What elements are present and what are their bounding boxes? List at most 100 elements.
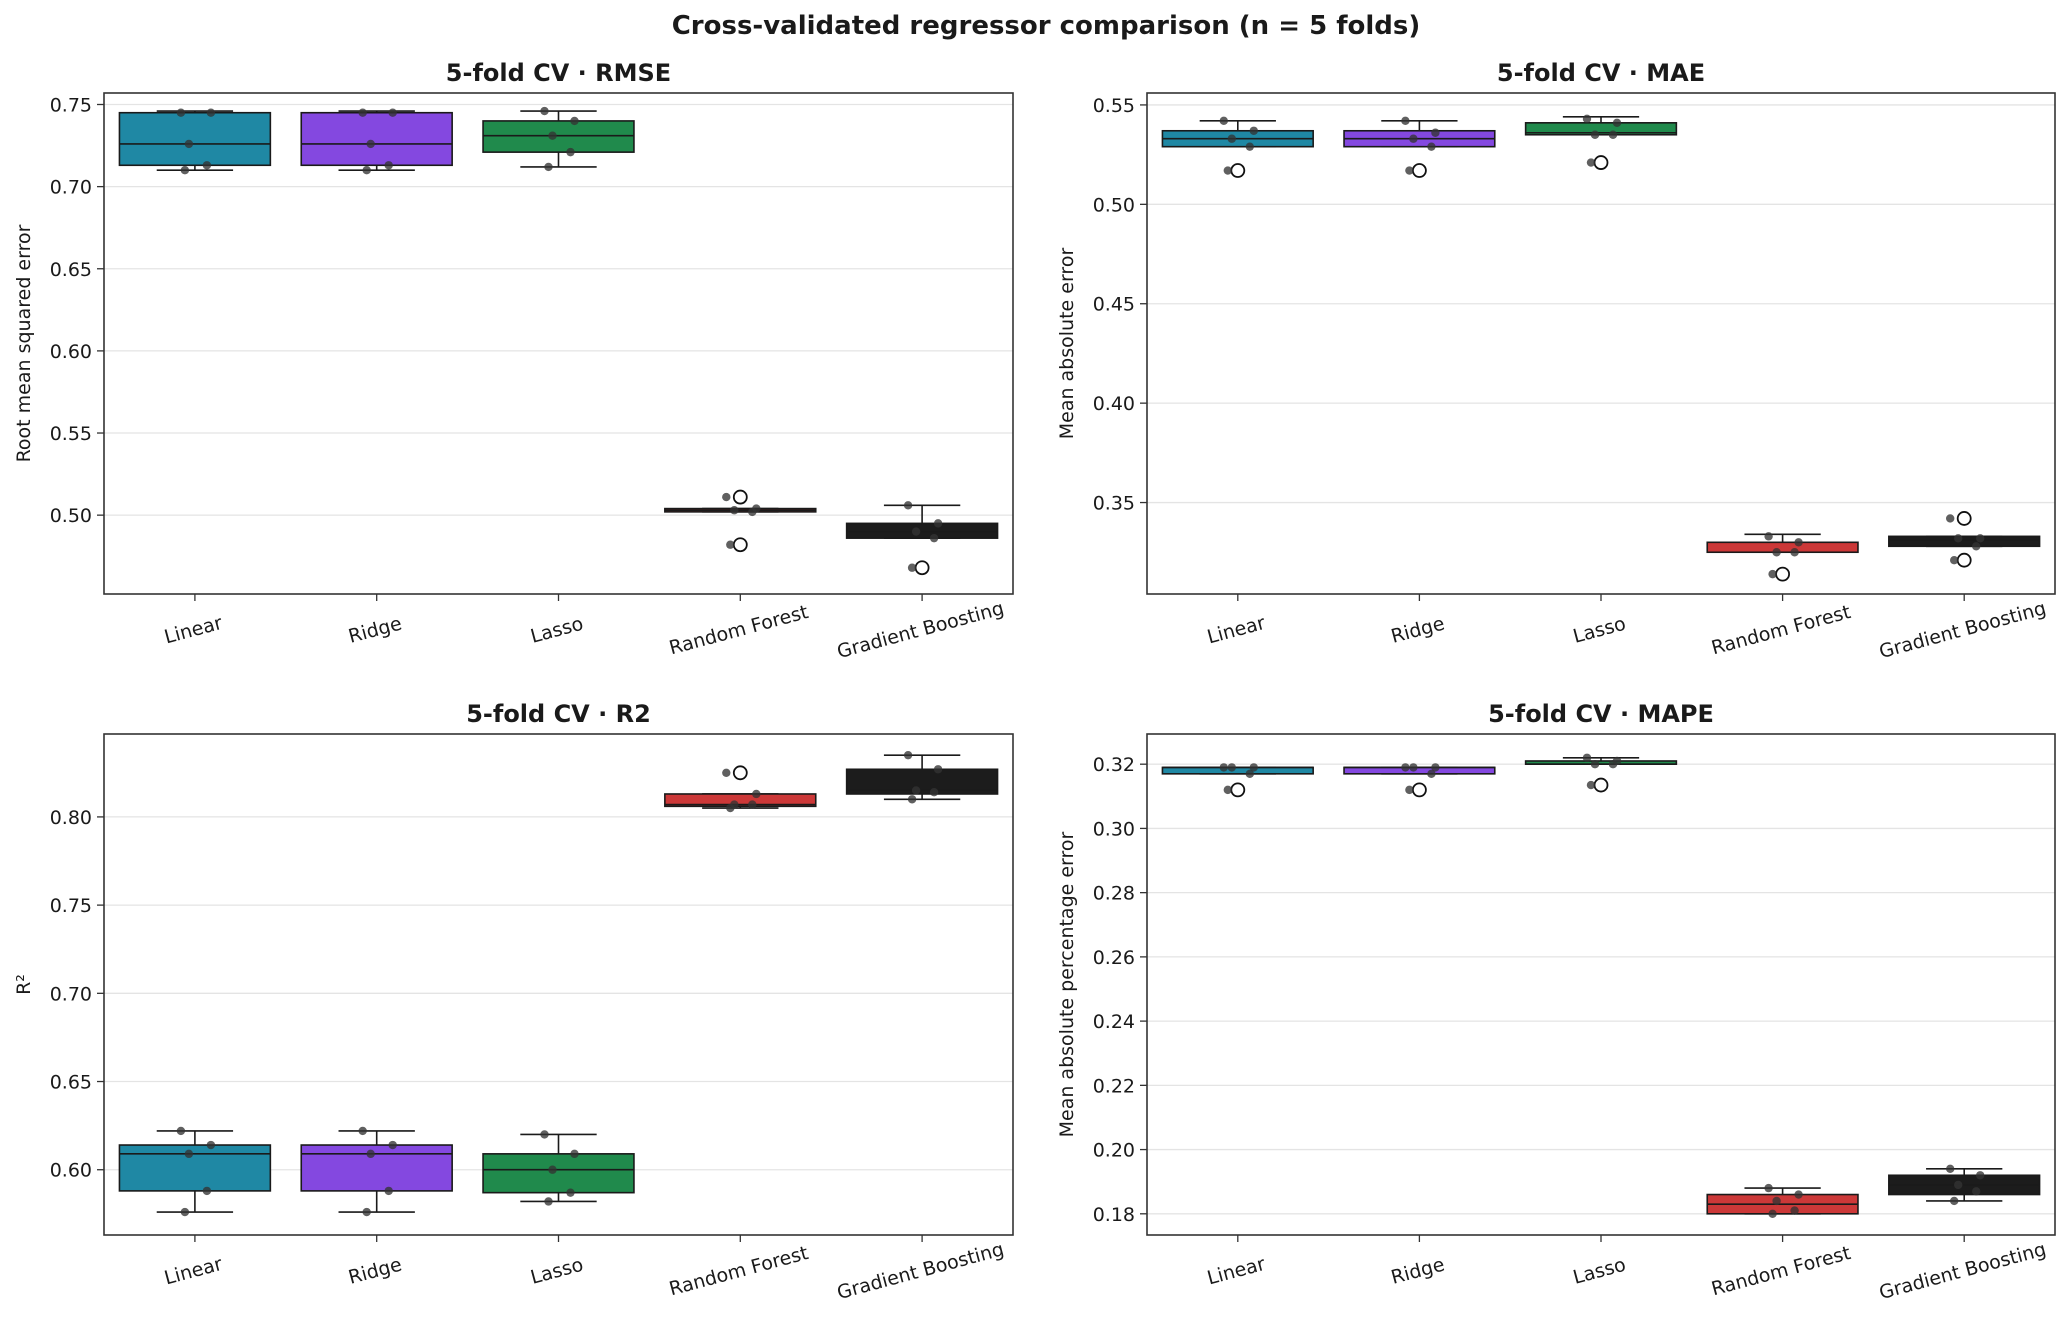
x-tick-label: Ridge [1389,1254,1447,1289]
outlier-marker [914,560,930,576]
fold-point [184,1149,194,1159]
y-tick-label: 0.20 [1093,1140,1135,1162]
fold-point [1227,134,1237,143]
box-random-forest [664,765,817,813]
fold-point [384,161,393,170]
y-tick-label: 0.50 [1093,194,1135,216]
outlier-marker [1775,566,1790,582]
fold-point [1954,1180,1963,1190]
outlier-marker [732,537,748,553]
outlier-marker [1412,782,1427,798]
panel-title: 5-fold CV · RMSE [446,59,671,87]
fold-point [548,131,557,140]
fold-point [726,540,735,549]
iqr-box [1343,766,1496,775]
panel-3: 0.60 0.65 0.70 0.75 0.80 Linear Ridge Lasso Rand… [13,700,1014,1304]
fold-point [1245,769,1255,779]
panel-title: 5-fold CV · R2 [466,700,651,728]
outlier-marker [732,765,748,781]
panel-1: 0.50 0.55 0.60 0.65 0.70 0.75 Linear Ridge Lasso… [13,59,1014,663]
panel-4: 0.18 0.20 0.22 0.24 0.26 0.28 0.30 0.32 Linear Ri… [1056,700,2056,1304]
fold-point [1249,763,1259,772]
panel-title: 5-fold CV · MAPE [1488,700,1714,728]
x-tick-label: Random Forest [667,601,811,659]
fold-point [911,527,921,536]
axes-frame [103,92,1014,595]
box-ridge [300,108,453,175]
y-tick-label: 0.60 [50,1160,92,1182]
fold-point [722,768,731,778]
fold-point [1223,166,1233,175]
x-tick-label: Gradient Boosting [1877,1238,2049,1304]
fold-point [1772,1196,1781,1206]
outlier-marker [1593,777,1609,793]
panels: 0.50 0.55 0.60 0.65 0.70 0.75 Linear Ridge Lasso… [13,59,2056,1304]
box-random-forest [664,489,817,553]
box-lasso [1524,114,1678,170]
iqr-box [118,111,272,167]
fold-point [540,106,549,116]
x-tick-label: Lasso [1571,1254,1629,1289]
fold-point [722,492,731,502]
fold-point [566,147,575,157]
fold-point [1764,1183,1773,1193]
fold-point [1976,534,1985,543]
fold-point [566,1188,575,1197]
fold-point [1794,538,1803,547]
fold-point [1405,166,1414,175]
fold-point [1794,1190,1803,1199]
box-random-forest [1706,532,1859,582]
fold-point [358,1126,367,1136]
y-tick-label: 0.50 [50,505,92,527]
outlier-marker [1230,782,1246,798]
fold-point [388,1140,397,1150]
fold-point [1582,753,1592,762]
fold-point [570,116,579,126]
fold-point [1227,763,1237,772]
fold-point [366,1149,375,1159]
fold-point [903,501,913,510]
fold-point [384,1186,393,1196]
x-tick-label: Ridge [346,613,404,648]
y-axis-label: Mean absolute error [1056,248,1078,440]
fold-point [1249,126,1259,135]
fold-point [1405,785,1414,795]
fold-point [362,1207,371,1217]
outlier-marker [1956,511,1972,526]
fold-point [1612,756,1622,766]
fold-point [903,750,913,760]
fold-point [730,506,739,515]
iqr-box [118,1144,272,1192]
y-tick-label: 0.26 [1093,947,1135,969]
fold-point [1409,134,1418,143]
box-gradient-boosting [845,750,999,804]
y-tick-label: 0.18 [1093,1204,1135,1226]
fold-point [1768,569,1777,579]
fold-point [1950,556,1959,565]
x-tick-label: Linear [1205,612,1268,649]
y-tick-label: 0.55 [50,423,92,445]
iqr-box [482,1153,635,1194]
fold-point [548,1165,557,1174]
x-tick-label: Random Forest [1709,601,1853,659]
x-tick-label: Linear [162,1253,225,1290]
y-tick-label: 0.45 [1093,294,1135,316]
y-tick-label: 0.35 [1093,493,1135,515]
fold-point [1401,116,1410,126]
fold-point [1772,548,1781,557]
y-tick-label: 0.30 [1093,818,1135,840]
y-tick-label: 0.32 [1093,754,1135,776]
x-tick-label: Ridge [1389,613,1447,648]
outlier-marker [1412,163,1427,178]
panel-title: 5-fold CV · MAE [1497,59,1705,87]
fold-point [752,504,761,513]
fold-point [1946,514,1955,523]
iqr-box [1706,541,1859,554]
fold-point [366,139,375,149]
box-lasso [1524,753,1678,793]
panel-2: 0.35 0.40 0.45 0.50 0.55 Linear Ridge Lasso Rand… [1056,59,2056,663]
box-ridge [300,1126,453,1217]
box-gradient-boosting [1888,511,2041,568]
iqr-box [300,1144,453,1192]
y-tick-label: 0.70 [50,177,92,199]
